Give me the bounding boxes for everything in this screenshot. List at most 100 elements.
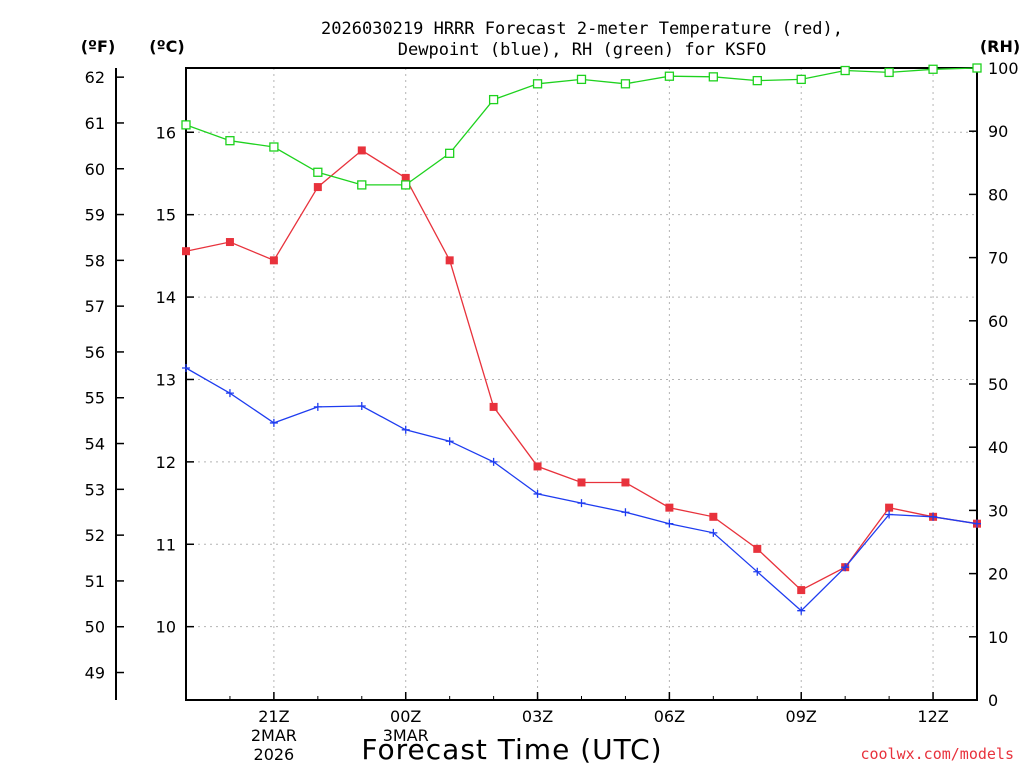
axes [115,67,978,701]
fahrenheit-tick-label: 58 [85,251,105,270]
dewpoint-point [973,519,981,528]
rh-tick-label: 70 [988,249,1008,268]
rh-point [972,63,982,73]
rh-point [796,74,806,85]
temperature-point [665,503,674,512]
x-axis-label: Forecast Time (UTC) [361,733,662,766]
fahrenheit-tick-label: 50 [85,618,105,637]
rh-point [357,180,367,190]
rh-tick-label: 0 [988,691,998,710]
time-tick-label: 09Z [786,707,817,726]
dewpoint-line [185,367,978,612]
time-tick-label: 03Z [522,707,553,726]
rh-point [928,64,938,74]
rh-point [532,79,543,89]
fahrenheit-tick-label: 61 [85,114,105,133]
celsius-unit-label: (ºC) [149,37,184,56]
time-tick-label: 3MAR [383,726,429,745]
dewpoint-point [621,508,630,517]
time-tick-label: 06Z [654,707,685,726]
temperature-point [182,247,190,256]
temperature-point [225,238,234,247]
temperature-point [489,402,498,411]
series [181,63,982,615]
celsius-tick-label: 13 [156,370,176,389]
celsius-tick-label: 10 [156,618,176,637]
rh-point [620,79,631,89]
temperature-point [269,256,278,265]
temperature-point [753,544,762,553]
fahrenheit-tick-label: 53 [85,480,105,499]
dewpoint-point [577,499,586,508]
chart-text: 2026030219 HRRR Forecast 2-meter Tempera… [81,19,1020,766]
fahrenheit-tick-label: 60 [85,160,105,179]
temperature-point [445,256,454,265]
rh-tick-label: 80 [988,185,1008,204]
time-tick-label: 2MAR [251,726,297,745]
celsius-tick-label: 14 [156,288,176,307]
rh-tick-label: 40 [988,438,1008,457]
rh-point [664,71,675,81]
grid-lines [186,68,977,700]
dewpoint-point [182,363,190,372]
rh-point [708,72,718,82]
dewpoint-point [841,563,850,572]
fahrenheit-tick-label: 59 [85,206,105,225]
dewpoint-point [269,418,278,427]
dewpoint-point [753,567,762,576]
temperature-point [533,462,542,471]
rh-tick-label: 10 [988,628,1008,647]
dewpoint-point [665,519,674,528]
temperature-point [709,512,718,521]
rh-tick-label: 100 [988,59,1019,78]
dewpoint-point [225,389,234,398]
temperature-line [185,149,978,591]
rh-point [313,167,323,177]
dewpoint-point [709,528,718,537]
rh-point [401,180,411,190]
dewpoint-point [797,606,806,615]
rh-point [884,67,894,78]
dewpoint-point [929,512,938,521]
fahrenheit-tick-label: 56 [85,343,105,362]
temperature-point [797,586,806,595]
celsius-tick-label: 15 [156,206,176,225]
dewpoint-point [313,402,322,411]
rh-tick-label: 50 [988,375,1008,394]
fahrenheit-tick-label: 55 [85,389,105,408]
rh-point [181,120,191,130]
celsius-tick-label: 12 [156,453,176,472]
plot-frame [185,67,978,701]
time-tick-label: 12Z [917,707,948,726]
dewpoint-point [445,437,454,446]
rh-tick-label: 90 [988,122,1008,141]
rh-point [225,136,235,146]
temperature-point [885,503,894,512]
rh-line [185,67,978,186]
time-tick-label: 2026 [254,745,295,764]
celsius-tick-label: 16 [156,123,176,142]
temperature-point [577,478,586,487]
fahrenheit-tick-label: 52 [85,526,105,545]
fahrenheit-tick-label: 51 [85,572,105,591]
dewpoint-point [885,510,894,519]
dewpoint-point [533,489,542,498]
fahrenheit-tick-label: 54 [85,435,105,454]
dewpoint-point [357,401,366,410]
rh-tick-label: 30 [988,501,1008,520]
dewpoint-point [489,457,498,466]
rh-point [445,148,455,158]
dewpoint-point [401,425,410,434]
temperature-point [357,146,366,155]
rh-tick-label: 60 [988,312,1008,331]
time-tick-label: 00Z [390,707,421,726]
time-tick-label: 21Z [258,707,289,726]
rh-point [488,94,499,105]
chart-title-line-1: 2026030219 HRRR Forecast 2-meter Tempera… [321,19,843,39]
rh-tick-label: 20 [988,565,1008,584]
temperature-point [313,183,322,192]
fahrenheit-tick-label: 62 [85,68,105,87]
fahrenheit-tick-label: 49 [85,664,105,683]
rh-point [840,65,850,76]
